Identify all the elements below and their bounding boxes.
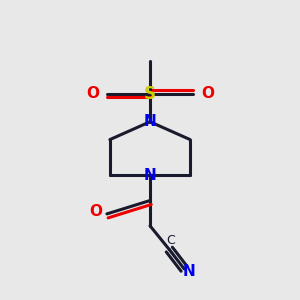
Text: N: N [144,168,156,183]
Text: O: O [86,86,99,101]
Text: O: O [201,86,214,101]
Text: N: N [144,114,156,129]
Text: S: S [144,85,156,103]
Text: O: O [89,204,102,219]
Text: N: N [183,264,195,279]
Text: C: C [166,234,175,247]
